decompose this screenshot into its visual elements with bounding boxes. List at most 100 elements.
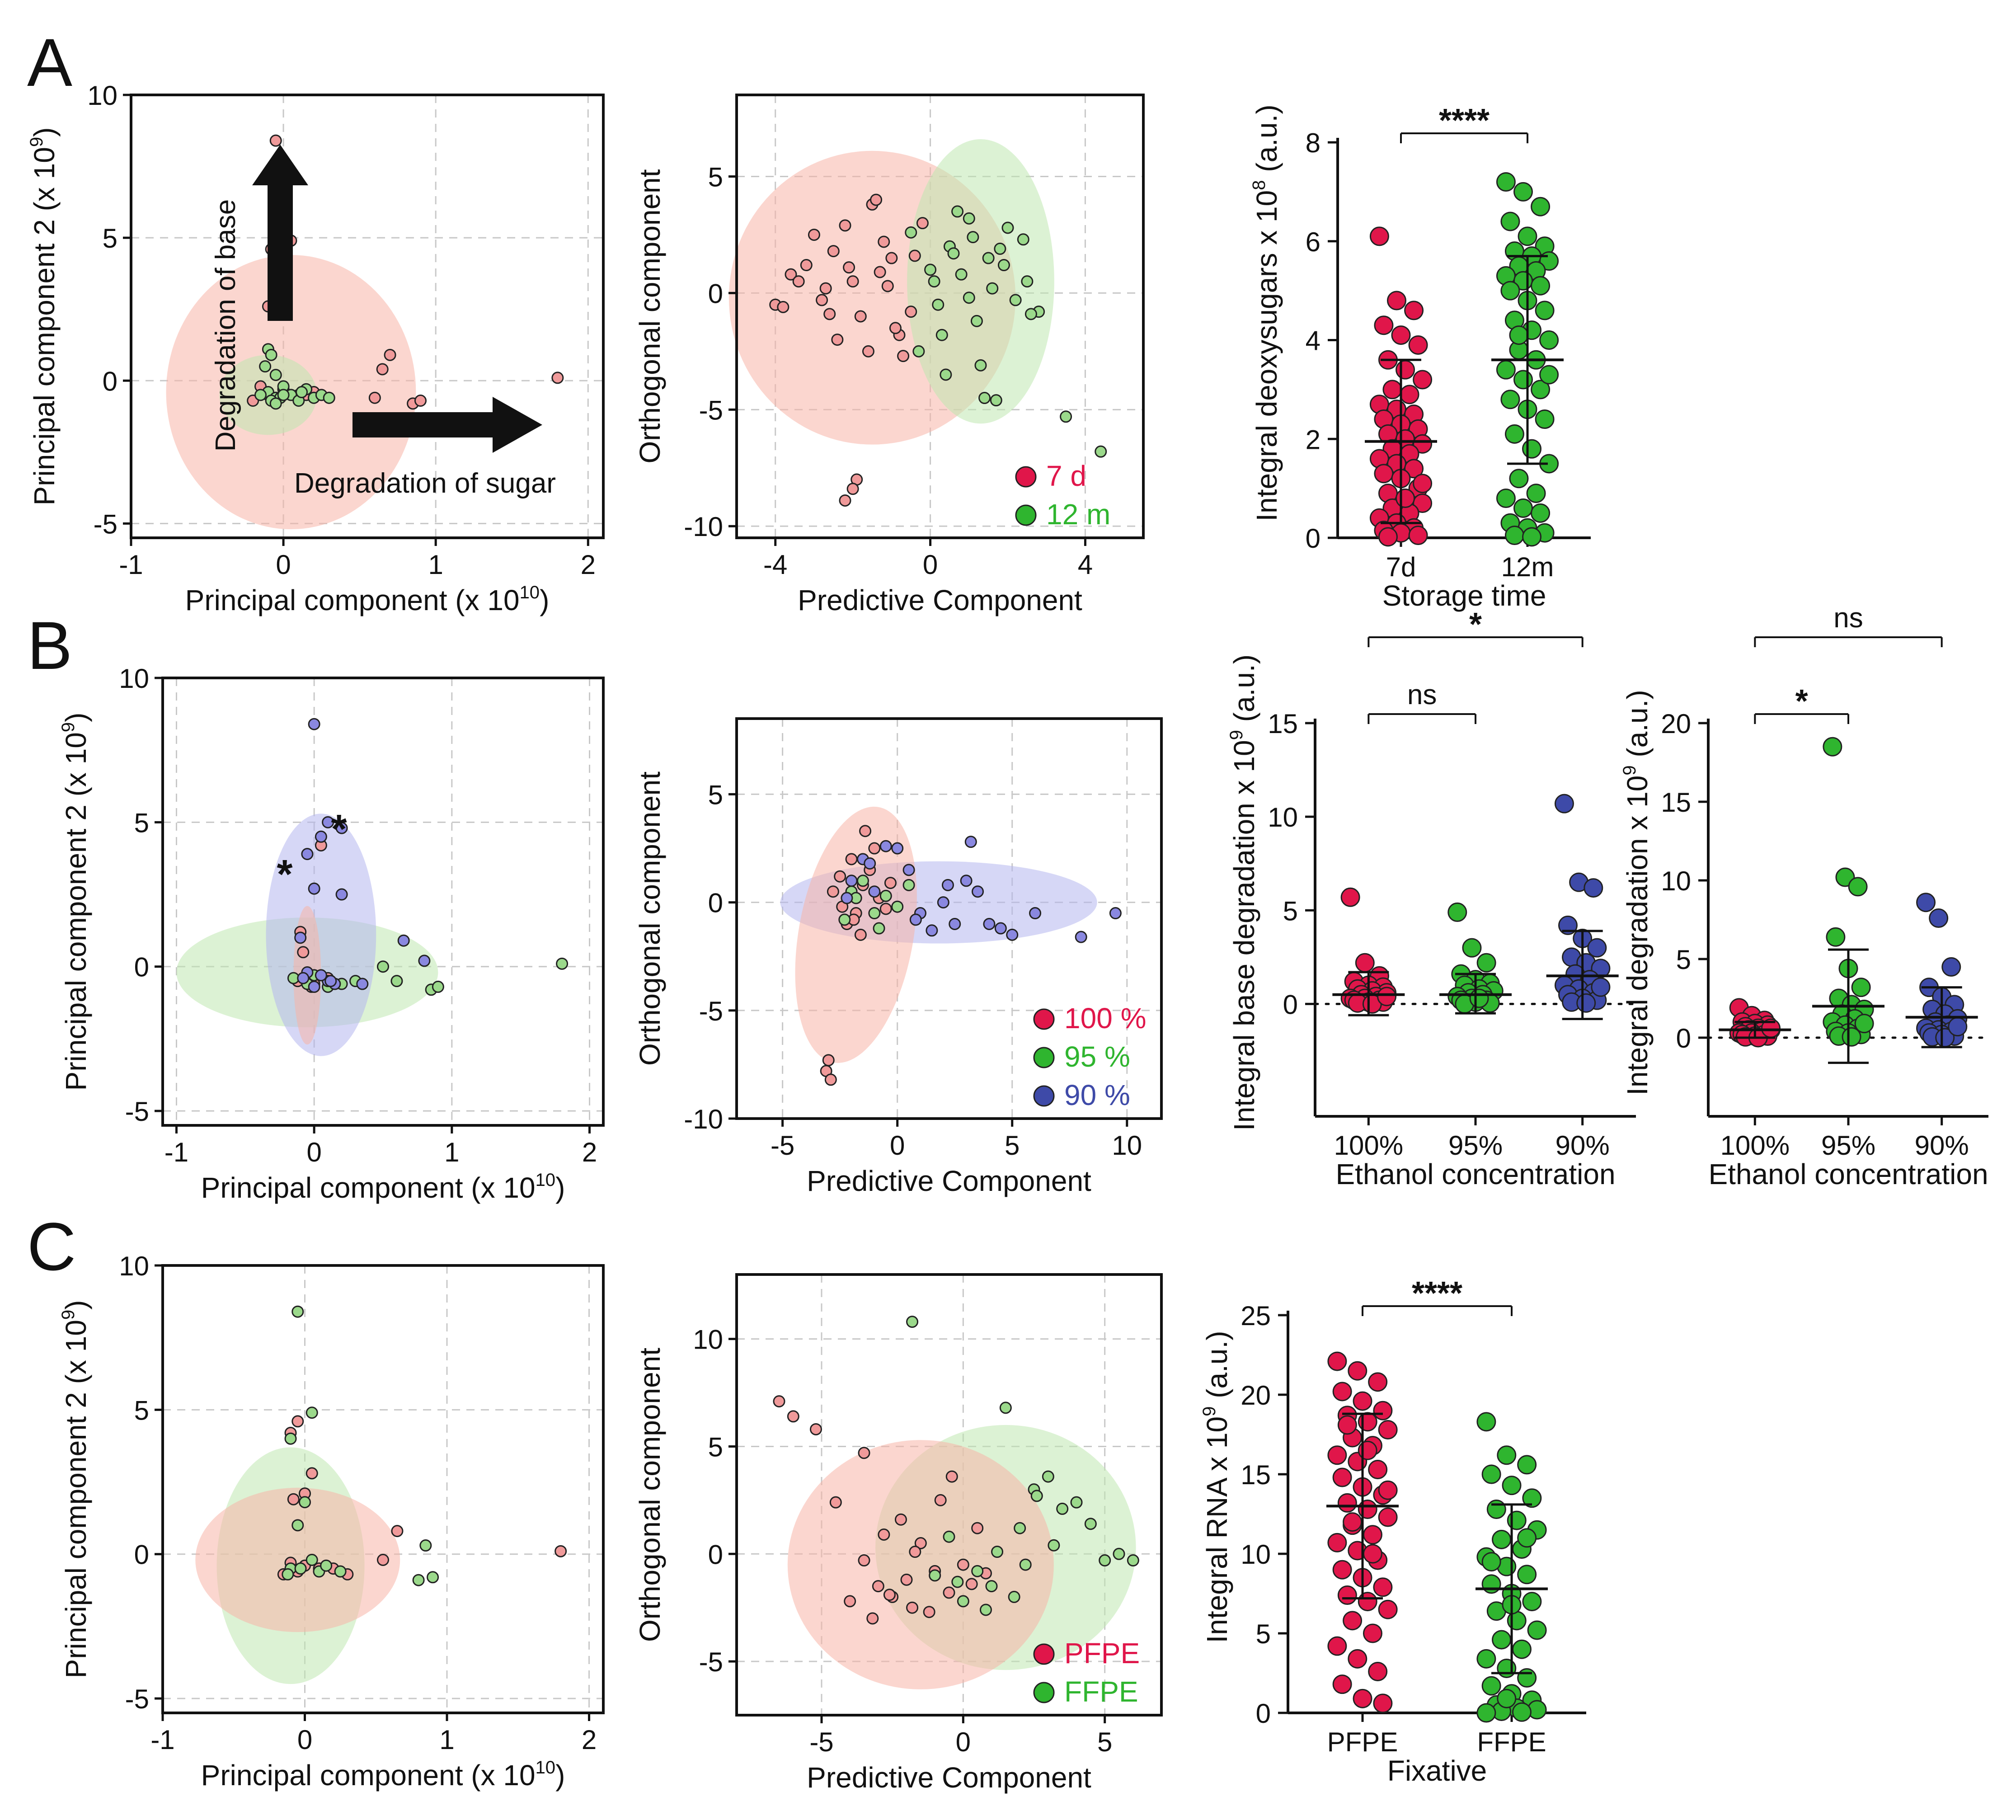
data-point-FFPE	[291, 1519, 304, 1532]
data-point-FFPE	[943, 1530, 955, 1543]
x-axis-label: Predictive Component	[798, 584, 1082, 616]
data-point-PFPE	[1327, 1533, 1347, 1552]
annotation-degradation-of-sugar: Degradation of sugar	[294, 468, 556, 499]
data-point-7d	[916, 217, 929, 230]
y-axis-label-end: )	[60, 1300, 92, 1310]
data-point-PFPE	[914, 1537, 927, 1550]
legend-swatch	[1015, 504, 1037, 526]
y-axis-label-end: (a.u.)	[1621, 690, 1654, 765]
data-point-12m	[1513, 182, 1533, 202]
y-axis-label-exponent: 9	[1227, 730, 1246, 740]
data-point-FFPE	[1497, 1658, 1517, 1678]
data-point-7d	[874, 266, 886, 278]
data-point-12m	[323, 391, 335, 404]
plot-frame	[735, 1273, 1163, 1717]
data-point-PFPE	[858, 1447, 870, 1459]
data-point-PFPE	[923, 1606, 935, 1618]
data-point-12m	[1496, 489, 1516, 508]
x-tick-label: 0	[923, 550, 938, 580]
data-point-7d	[908, 249, 921, 262]
data-point-PFPE	[1363, 1544, 1382, 1564]
y-tick-label: 10	[1268, 802, 1298, 832]
x-axis-label-base: Ethanol concentration	[1708, 1158, 1988, 1190]
x-tick-label: -5	[771, 1130, 794, 1161]
chart-A2: -4 0 4 -10 -5 0 5 Predictive Component Orthogona…	[634, 94, 1145, 616]
data-point-90%	[335, 888, 348, 901]
data-point-12m	[955, 268, 968, 281]
data-point-PFPE	[1337, 1585, 1357, 1605]
data-point-12m	[1535, 301, 1555, 320]
data-point-90%	[994, 922, 1007, 935]
data-point-12m	[1522, 527, 1542, 547]
y-tick-label: 5	[708, 780, 723, 810]
data-point-7d	[269, 134, 282, 147]
significance-label: *	[1469, 607, 1482, 643]
legend-swatch	[1033, 1047, 1055, 1068]
y-tick-label: 0	[708, 278, 723, 309]
data-point-PFPE	[894, 1513, 907, 1526]
data-point-PFPE	[943, 1586, 955, 1599]
x-tick-label: 95%	[1821, 1130, 1875, 1161]
data-point-FFPE	[284, 1432, 297, 1445]
y-axis-label-exponent: 9	[58, 1310, 78, 1320]
data-point-90%	[841, 892, 853, 904]
data-point-FFPE	[1481, 1464, 1501, 1484]
y-tick-label: 0	[134, 952, 149, 983]
data-point-PFPE	[866, 1612, 879, 1625]
legend-swatch	[1015, 466, 1037, 488]
data-point-100%	[845, 853, 858, 865]
y-tick-label: 5	[1283, 896, 1298, 926]
data-point-PFPE	[872, 1580, 884, 1593]
data-point-90%	[864, 857, 876, 870]
y-axis-label-base: Integral base degradation x 10	[1228, 740, 1260, 1131]
data-point-PFPE	[965, 1578, 978, 1590]
y-axis-label: Principal component 2 (x 109)	[27, 127, 61, 506]
data-point-90%	[845, 875, 858, 887]
legend-swatch	[1033, 1643, 1055, 1665]
data-point-PFPE	[377, 1553, 389, 1566]
data-point-PFPE	[858, 1554, 870, 1567]
y-tick-label: 10	[119, 1251, 149, 1281]
x-axis-label-base: Ethanol concentration	[1335, 1158, 1615, 1190]
data-point-90%	[308, 882, 320, 895]
data-point-90%	[1576, 993, 1596, 1013]
x-tick-label: 5	[1005, 1130, 1020, 1161]
data-point-95%	[856, 875, 869, 887]
y-tick-label: -5	[699, 996, 723, 1026]
data-point-7d	[870, 193, 883, 206]
data-point-PFPE	[1363, 1623, 1382, 1643]
data-point-PFPE	[787, 1410, 799, 1423]
data-point-90%	[1029, 907, 1042, 920]
x-axis-label-end: )	[555, 1759, 565, 1792]
data-point-FFPE	[1127, 1554, 1139, 1567]
data-point-90%	[949, 917, 961, 930]
data-point-FFPE	[1486, 1499, 1506, 1519]
data-point-95%	[1462, 938, 1482, 958]
data-point-100%	[879, 903, 892, 915]
x-tick-label: 90%	[1555, 1130, 1610, 1161]
data-point-FFPE	[1517, 1668, 1537, 1688]
data-point-FFPE	[291, 1305, 304, 1318]
data-point-7d	[839, 219, 851, 232]
x-tick-label: 100%	[1334, 1130, 1403, 1161]
data-point-12m	[932, 298, 945, 311]
y-axis-label-base: Principal component 2 (x 10	[60, 1320, 92, 1678]
plot-frame	[161, 1264, 605, 1714]
x-tick-label: 1	[428, 550, 443, 580]
x-axis-label: Ethanol concentration	[1708, 1158, 1988, 1190]
data-point-12m	[982, 252, 995, 264]
data-point-PFPE	[1348, 1649, 1367, 1669]
x-tick-label: 0	[956, 1727, 971, 1757]
data-point-90%	[1109, 907, 1122, 920]
y-tick-label: 0	[1676, 1023, 1691, 1053]
data-point-95%	[879, 889, 892, 902]
y-tick-label: -5	[125, 1096, 149, 1127]
x-tick-label: 10	[1112, 1130, 1142, 1161]
data-point-FFPE	[1481, 1552, 1501, 1572]
data-point-12m	[1531, 276, 1551, 296]
data-point-7d	[1413, 434, 1433, 454]
data-point-7d	[878, 235, 890, 248]
y-axis-label: Integral RNA x 109 (a.u.)	[1199, 1331, 1233, 1643]
y-axis-label-exponent: 9	[27, 137, 47, 147]
data-point-FFPE	[1030, 1490, 1043, 1502]
